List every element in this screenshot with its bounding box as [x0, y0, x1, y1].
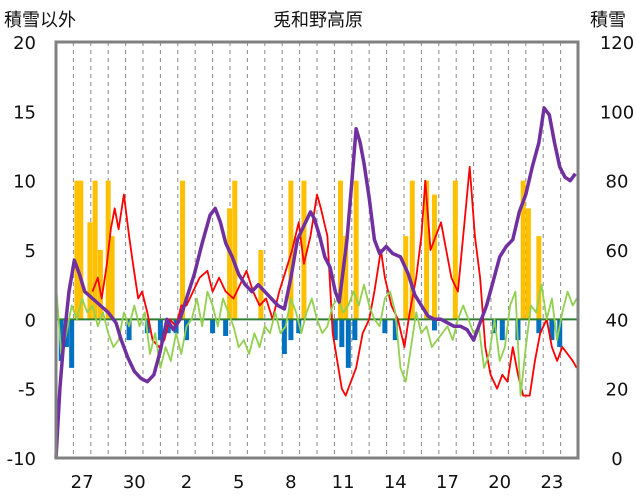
series-line [54, 106, 577, 459]
precipitation-bar [525, 208, 531, 320]
right-tick-label: 20 [606, 380, 629, 401]
x-tick-label: 5 [233, 472, 244, 493]
precipitation-bar [409, 180, 415, 320]
precipitation-bar [74, 180, 80, 320]
x-tick-label: 23 [540, 472, 563, 493]
precipitation-bar [452, 180, 458, 320]
negative-bar [431, 319, 437, 331]
precipitation-bar [343, 236, 349, 320]
negative-bar [281, 319, 287, 354]
left-tick-label: 5 [25, 241, 36, 262]
right-tick-label: 60 [606, 241, 629, 262]
x-tick-label: 17 [436, 472, 459, 493]
x-tick-label: 20 [488, 472, 511, 493]
right-tick-label: 80 [606, 172, 629, 193]
negative-bar [536, 319, 542, 334]
precipitation-bar [520, 180, 526, 320]
negative-bar [392, 319, 398, 341]
precipitation-bar [337, 180, 343, 320]
negative-bar [499, 319, 505, 341]
negative-bar [58, 319, 64, 361]
x-tick-label: 11 [332, 472, 355, 493]
precipitation-bar [536, 236, 542, 320]
negative-bar [210, 319, 216, 334]
precipitation-bar [424, 180, 430, 320]
left-tick-label: 0 [25, 310, 36, 331]
plot-frame [54, 40, 580, 460]
negative-bar [223, 319, 229, 336]
x-tick-label: 27 [71, 472, 94, 493]
precipitation-bar [109, 236, 115, 320]
x-tick-label: 30 [123, 472, 146, 493]
negative-bar [126, 319, 132, 341]
negative-bar [352, 319, 358, 341]
right-tick-label: 100 [600, 102, 634, 123]
precipitation-bar [258, 250, 264, 320]
negative-bar [332, 319, 338, 341]
negative-bar [345, 319, 351, 368]
chart-title: 兎和野高原 [273, 10, 363, 31]
precipitation-bar [180, 180, 186, 320]
left-tick-label: -5 [18, 380, 36, 401]
precipitation-bar [97, 250, 103, 320]
right-tick-label: 120 [600, 33, 634, 54]
left-tick-label: 15 [13, 102, 36, 123]
plot-frame-layer [54, 40, 580, 460]
negative-bar [69, 319, 75, 368]
negative-bar [288, 319, 294, 341]
series-line [55, 283, 578, 397]
precipitation-bar [227, 208, 233, 320]
x-tick-label: 14 [384, 472, 407, 493]
vertical-grid [72, 42, 562, 458]
left-tick-label: -10 [7, 449, 36, 470]
precipitation-bar [403, 236, 409, 320]
right-axis-label: 積雪 [590, 10, 626, 31]
x-tick-label: 8 [285, 472, 296, 493]
negative-bar [549, 319, 555, 341]
x-tick-labels: 27 30 2 5 8 11 14 17 20 23 [71, 472, 564, 493]
precipitation-bar [92, 180, 98, 320]
precipitation-bar [232, 180, 238, 320]
precipitation-bar [301, 180, 307, 320]
negative-bar [382, 319, 388, 334]
left-tick-labels: -10 -5 0 5 10 15 20 [7, 33, 36, 470]
x-tick-label: 2 [181, 472, 192, 493]
right-tick-label: 0 [611, 449, 622, 470]
negative-bar [557, 319, 563, 348]
right-tick-labels: 0 20 40 60 80 100 120 [600, 33, 634, 470]
precipitation-bar [78, 180, 84, 320]
precipitation-bar [353, 180, 359, 320]
right-tick-label: 40 [606, 310, 629, 331]
negative-bar [157, 319, 163, 341]
left-tick-label: 10 [13, 172, 36, 193]
negative-bar [339, 319, 345, 348]
precipitation-bar [431, 194, 437, 320]
left-tick-label: 20 [13, 33, 36, 54]
precipitation-bar [288, 180, 294, 320]
precipitation-bar [87, 222, 93, 320]
line-layer [54, 106, 578, 459]
left-axis-label: 積雪以外 [4, 10, 76, 31]
